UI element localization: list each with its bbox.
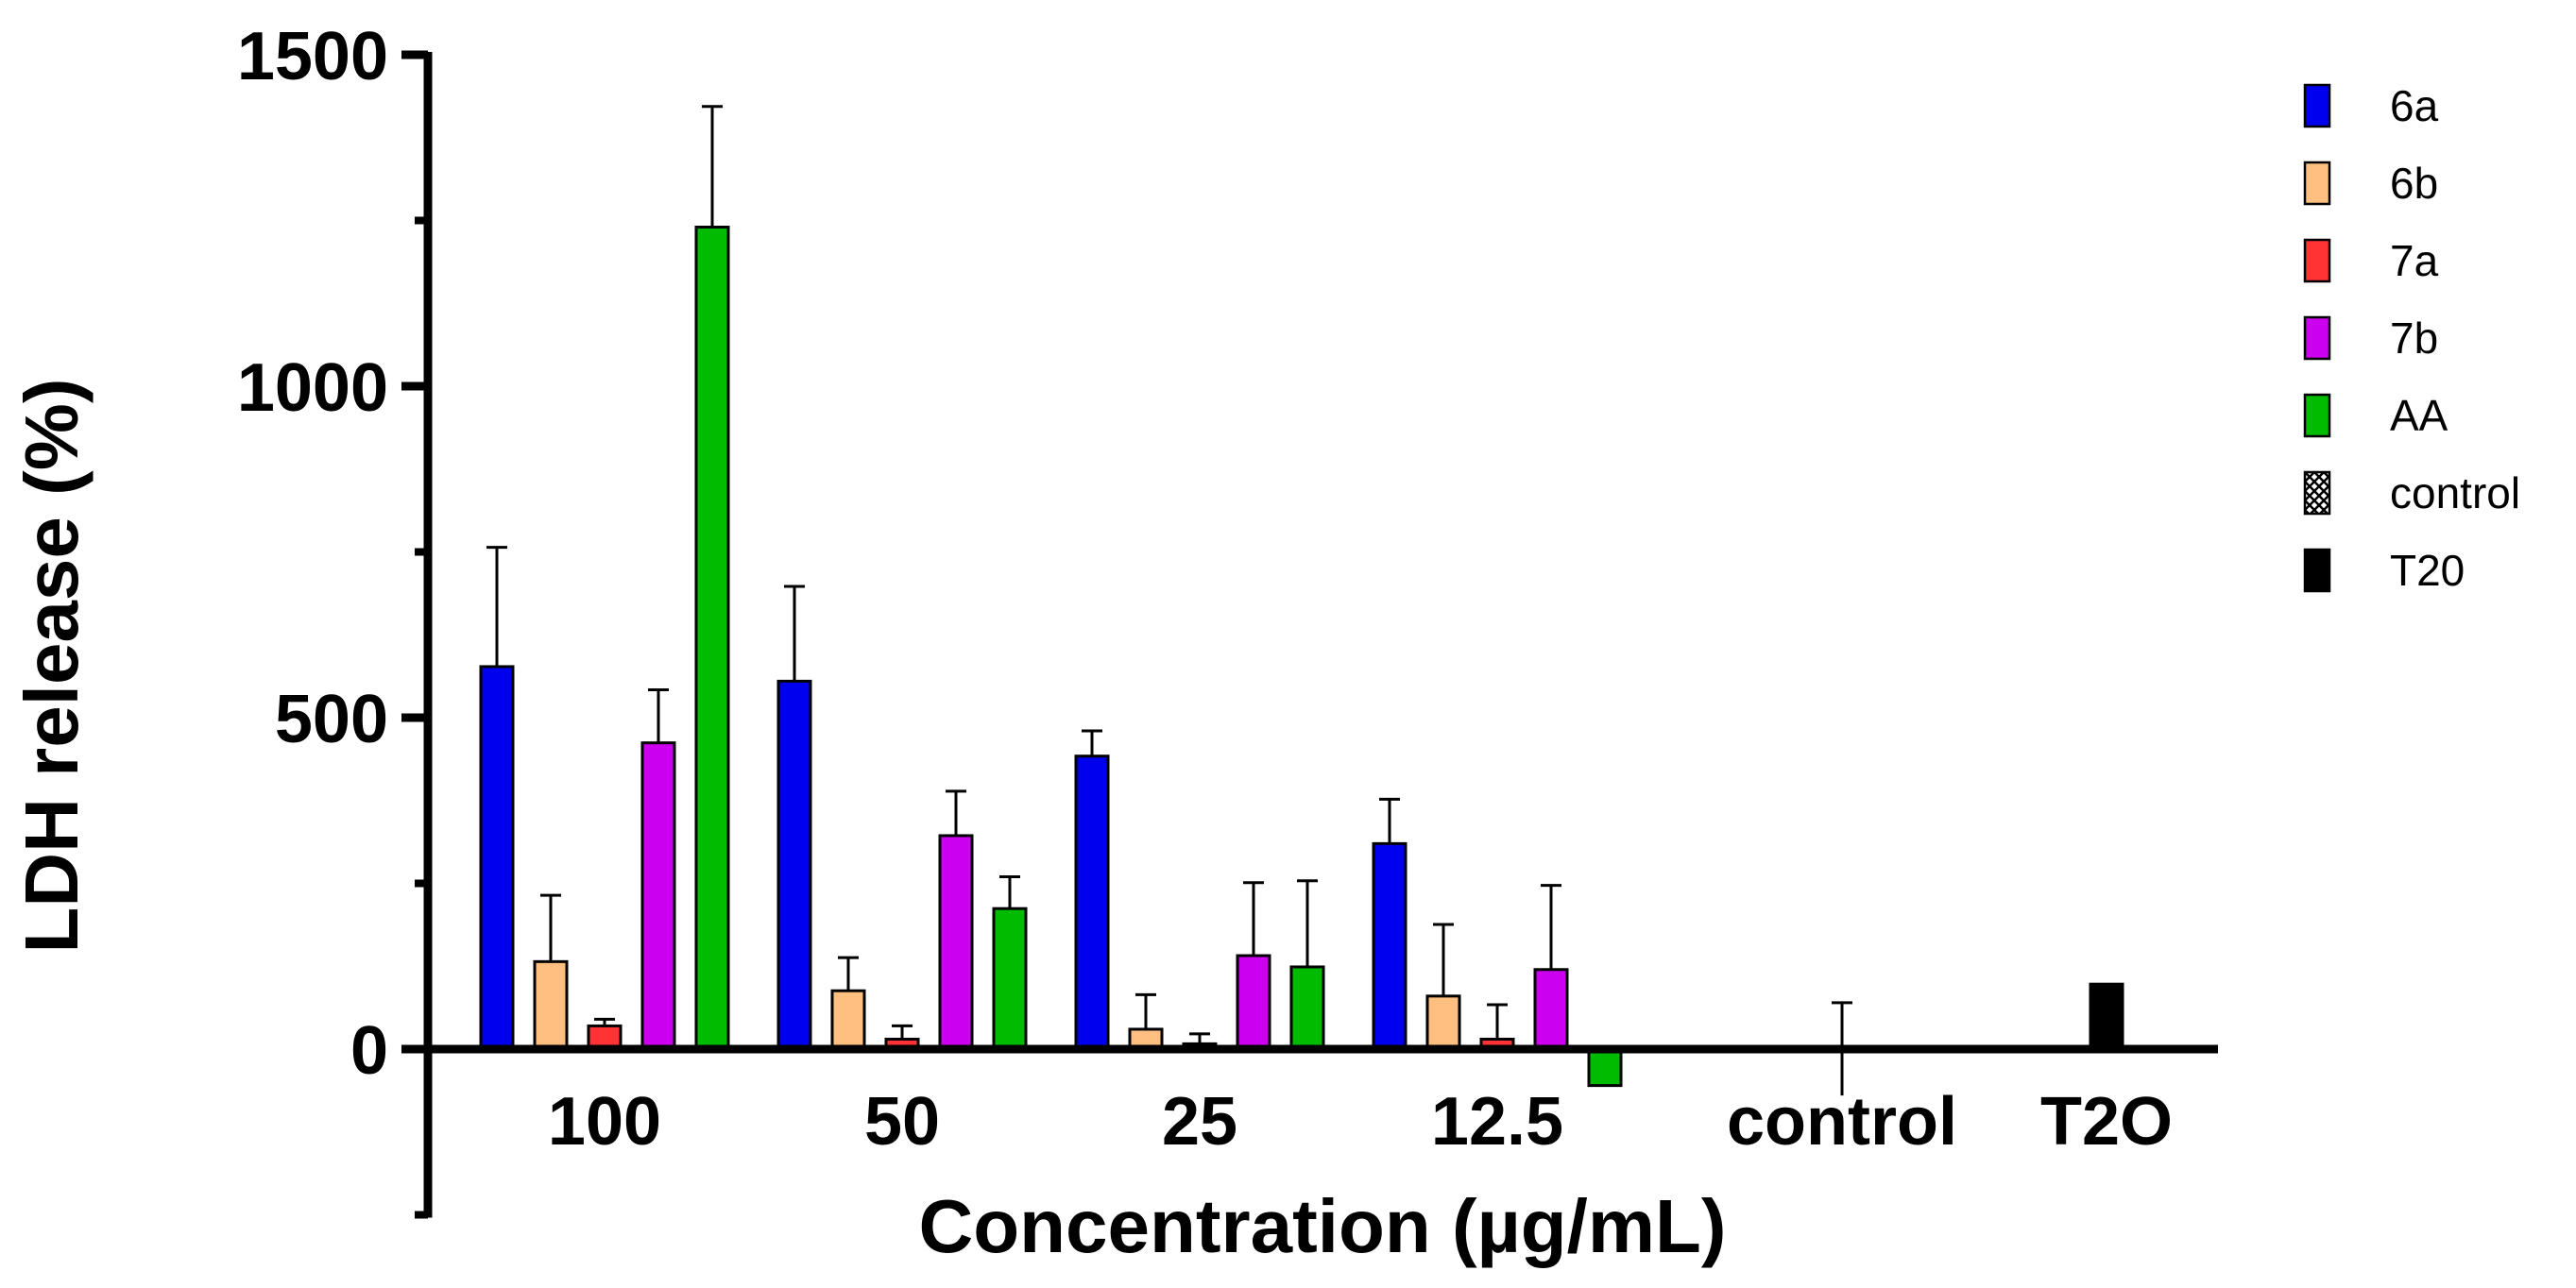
legend-label-6b: 6b: [2390, 159, 2438, 208]
x-category-label: control: [1727, 1084, 1957, 1160]
bar-7b-50: [938, 834, 974, 1051]
legend-swatch-control: [2303, 470, 2331, 516]
bar-6a-100: [479, 665, 515, 1051]
legend-swatch-6a: [2303, 83, 2331, 128]
y-tick-label: 500: [275, 682, 388, 757]
bar-AA-12.5: [1587, 1047, 1623, 1088]
y-axis: 0 500 1000 1500: [237, 19, 433, 1219]
legend: 6a 6b 7a 7b AA control T20: [2303, 81, 2520, 595]
bar-6a-12.5: [1372, 841, 1407, 1051]
y-axis-title: LDH release (%): [9, 378, 94, 953]
bar-6b-12.5: [1425, 994, 1461, 1051]
bar-7b-12.5: [1533, 968, 1569, 1051]
bar-6b-100: [533, 959, 569, 1051]
x-axis: 100 50 25 12.5 control T2O: [428, 1044, 2218, 1160]
x-axis-title: Concentration (µg/mL): [919, 1184, 1727, 1268]
y-tick-label: 0: [350, 1013, 388, 1089]
legend-swatch-7b: [2303, 315, 2331, 361]
legend-label-T20: T20: [2390, 546, 2465, 595]
bar-AA-50: [992, 907, 1028, 1051]
legend-swatch-7a: [2303, 238, 2331, 283]
legend-label-7b: 7b: [2390, 314, 2438, 363]
x-category-label: T2O: [2040, 1084, 2173, 1160]
bar-7b-100: [640, 741, 676, 1051]
legend-label-7a: 7a: [2390, 236, 2439, 285]
bar-AA-25: [1289, 965, 1325, 1051]
x-category-label: 100: [548, 1084, 661, 1160]
legend-swatch-AA: [2303, 393, 2331, 438]
x-category-label: 50: [864, 1084, 940, 1160]
bar-6a-50: [776, 679, 812, 1051]
bar-AA-100: [694, 226, 730, 1051]
x-category-label: 12.5: [1431, 1084, 1563, 1160]
legend-swatch-T20: [2303, 548, 2331, 593]
bar-6a-25: [1074, 754, 1110, 1051]
bar-7b-25: [1236, 954, 1271, 1051]
x-category-label: 25: [1162, 1084, 1237, 1160]
bar-T20-T2O: [2089, 982, 2124, 1051]
y-tick-label: 1000: [237, 350, 388, 426]
legend-swatch-6b: [2303, 161, 2331, 206]
legend-label-AA: AA: [2390, 391, 2448, 440]
y-tick-label: 1500: [237, 19, 388, 94]
bar-6b-50: [830, 989, 866, 1051]
legend-label-6a: 6a: [2390, 81, 2439, 130]
bars: [479, 105, 2124, 1096]
legend-label-control: control: [2390, 468, 2520, 517]
